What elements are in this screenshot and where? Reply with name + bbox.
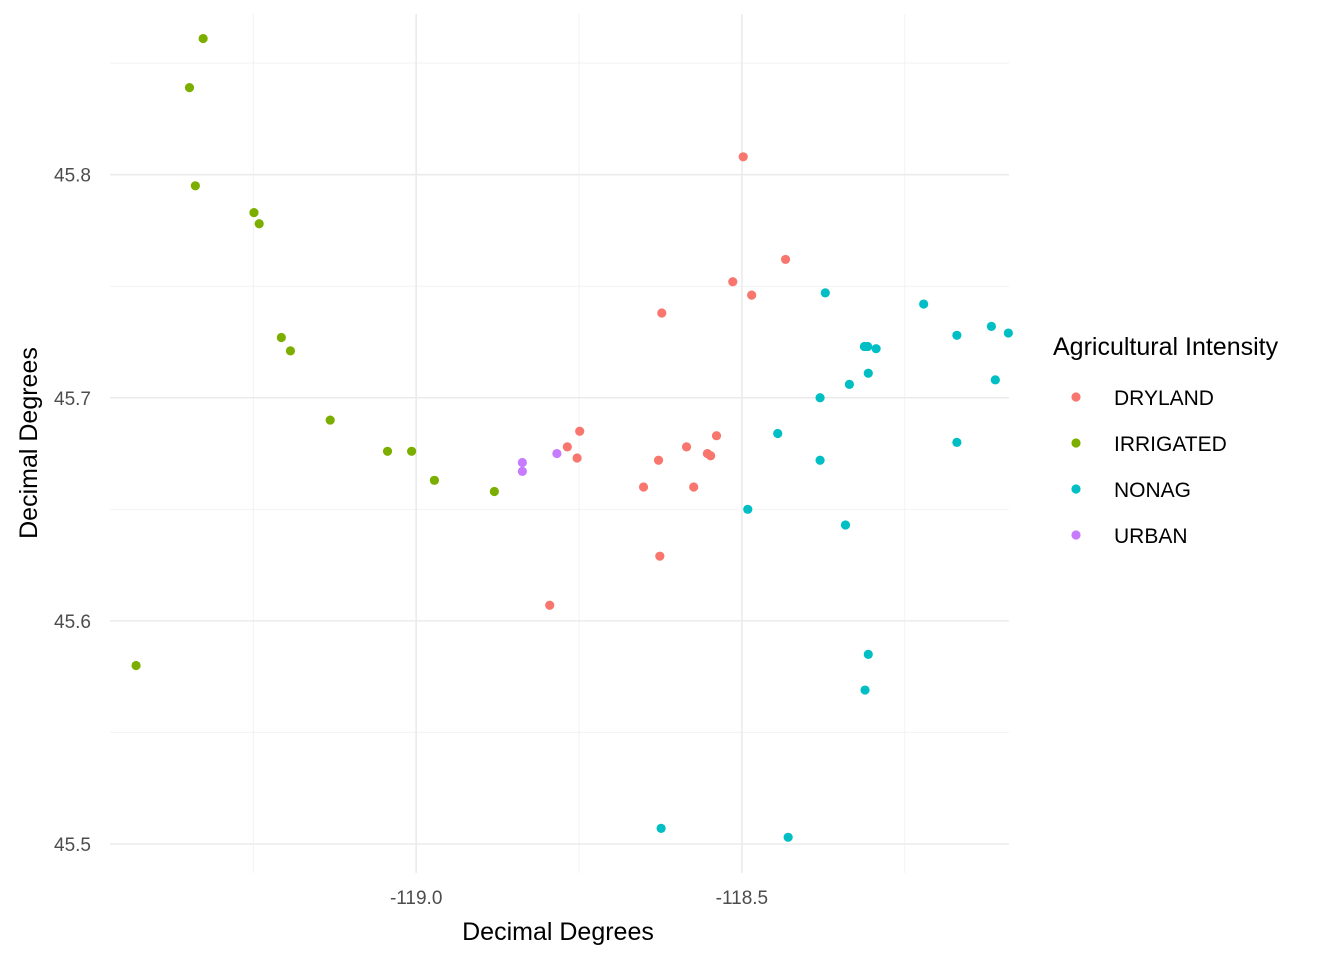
point-irrigated	[190, 181, 200, 191]
point-urban	[517, 457, 527, 468]
point-nonag	[773, 428, 783, 439]
point-nonag	[815, 393, 825, 403]
legend-items: DRYLAND IRRIGATED NONAG URBAN	[1071, 387, 1227, 548]
point-irrigated	[285, 346, 296, 356]
point-dryland	[653, 455, 664, 465]
legend-key-irrigated	[1071, 438, 1081, 448]
x-axis-title: Decimal Degrees	[462, 918, 654, 946]
point-nonag	[844, 379, 854, 389]
y-tick-label: 45.7	[54, 389, 91, 410]
point-irrigated	[407, 446, 417, 456]
point-urban	[517, 466, 527, 476]
point-dryland	[562, 442, 572, 452]
legend-key-urban	[1071, 530, 1081, 540]
point-nonag	[952, 330, 962, 340]
point-nonag	[919, 299, 929, 309]
point-dryland	[728, 277, 738, 287]
point-dryland	[657, 308, 667, 318]
point-nonag	[743, 504, 753, 514]
point-nonag	[952, 437, 962, 447]
point-nonag	[783, 832, 793, 842]
point-nonag	[815, 455, 825, 465]
x-tick-label: -119.0	[390, 888, 442, 909]
point-dryland	[780, 254, 791, 265]
point-nonag	[871, 344, 881, 354]
point-dryland	[638, 482, 649, 492]
point-dryland	[572, 453, 582, 463]
points-layer	[131, 33, 1013, 842]
point-urban	[552, 448, 562, 459]
y-tick-label: 45.8	[54, 166, 91, 187]
x-tick-label: -118.5	[716, 888, 768, 909]
point-irrigated	[429, 475, 440, 485]
point-dryland	[706, 451, 716, 461]
legend-label-urban: URBAN	[1114, 525, 1188, 548]
point-nonag	[820, 288, 830, 298]
point-nonag	[860, 685, 870, 695]
point-irrigated	[276, 332, 286, 343]
point-nonag	[863, 341, 873, 352]
grid-layer	[110, 14, 1009, 873]
point-irrigated	[382, 446, 393, 456]
y-axis-title: Decimal Degrees	[15, 347, 43, 539]
point-nonag	[986, 321, 997, 331]
point-irrigated	[184, 83, 195, 93]
legend-key-nonag	[1071, 484, 1081, 494]
legend-label-nonag: NONAG	[1114, 479, 1191, 502]
point-dryland	[747, 290, 757, 300]
legend-label-dryland: DRYLAND	[1114, 387, 1214, 410]
point-nonag	[863, 368, 873, 378]
point-nonag	[1003, 328, 1013, 338]
legend-key-dryland	[1071, 392, 1081, 402]
legend-title: Agricultural Intensity	[1053, 333, 1279, 361]
point-nonag	[840, 520, 851, 530]
tick-labels: -119.0 -118.5 45.5 45.6 45.7 45.8	[54, 166, 768, 909]
point-dryland	[575, 426, 585, 436]
legend: Agricultural Intensity DRYLAND IRRIGATED N…	[1053, 333, 1279, 548]
point-irrigated	[131, 660, 141, 671]
point-nonag	[656, 823, 666, 833]
point-irrigated	[198, 33, 208, 44]
point-dryland	[689, 482, 699, 492]
point-irrigated	[325, 415, 335, 425]
y-tick-label: 45.6	[54, 612, 91, 633]
point-dryland	[655, 551, 665, 561]
point-irrigated	[489, 486, 499, 497]
point-irrigated	[254, 219, 264, 229]
point-dryland	[738, 152, 748, 162]
point-irrigated	[249, 207, 259, 218]
point-dryland	[545, 600, 555, 610]
point-nonag	[990, 375, 1000, 385]
point-dryland	[681, 442, 692, 452]
point-nonag	[863, 649, 873, 659]
y-tick-label: 45.5	[54, 835, 91, 856]
point-dryland	[711, 431, 722, 441]
legend-label-irrigated: IRRIGATED	[1114, 433, 1227, 456]
